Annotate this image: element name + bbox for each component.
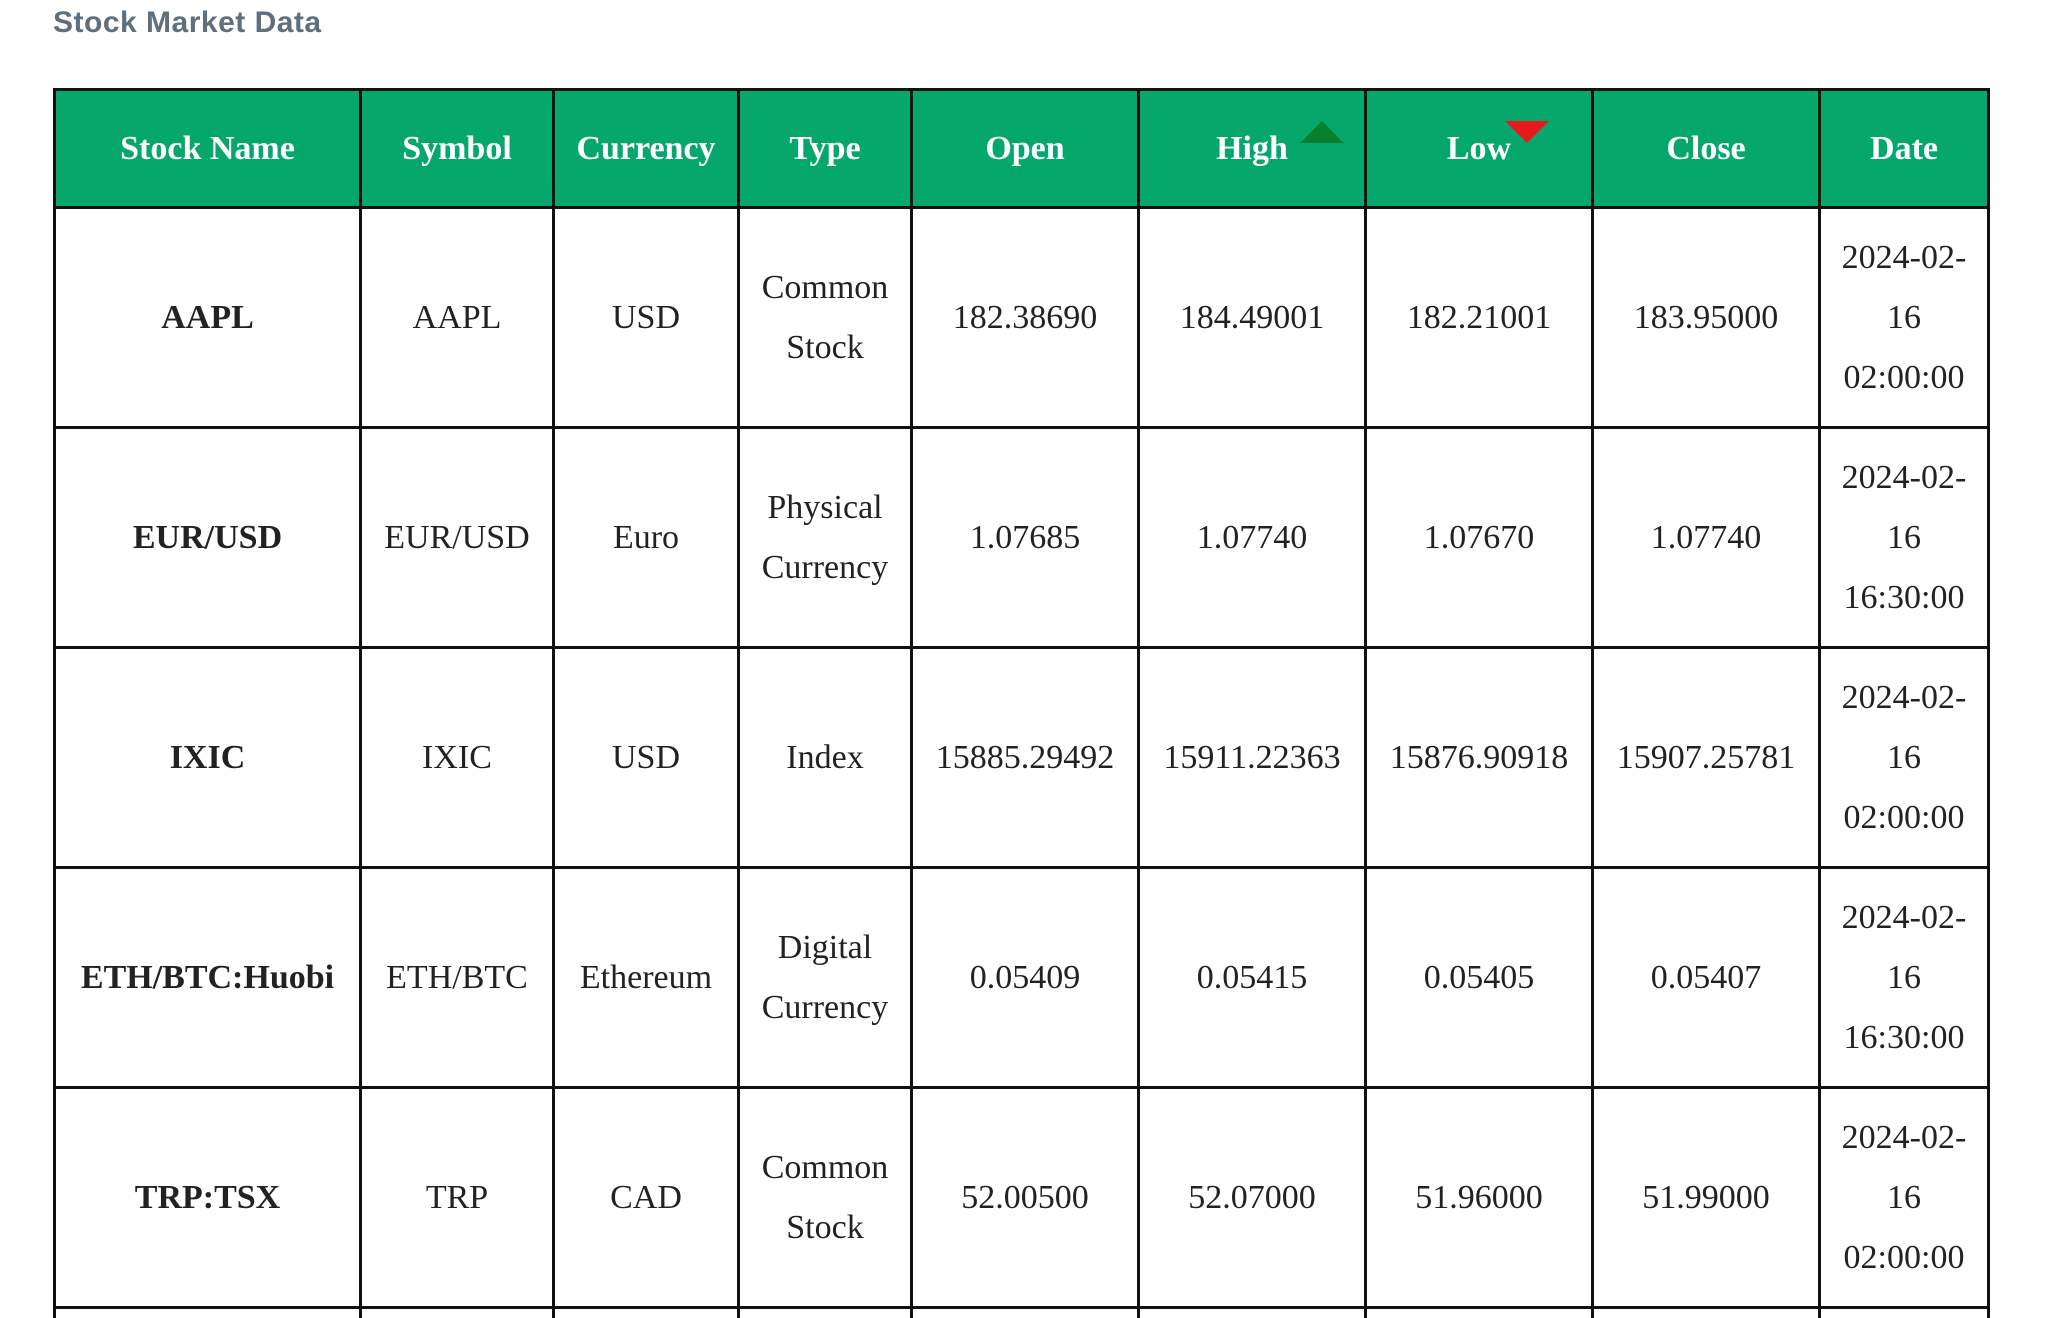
symbol-cell: EUR/USD (359, 426, 555, 649)
stock-name-cell: ETH/BTC:Huobi (53, 866, 362, 1089)
date-cell: 2024-02-16 02:00:00 (1818, 206, 1990, 429)
stock-name-cell: EUR/USD (53, 426, 362, 649)
sort-descending-icon[interactable] (1505, 121, 1549, 143)
currency-cell: Euro (552, 426, 740, 649)
high-cell: 0.05415 (1137, 866, 1367, 1089)
header-date[interactable]: Date (1818, 88, 1990, 209)
date-cell: 2024-02-16 02:00:00 (1818, 1086, 1990, 1309)
date-cell: 2024-02-16 16:30:00 (1818, 426, 1990, 649)
close-cell: 15907.25781 (1591, 646, 1821, 869)
close-cell: 1.07740 (1591, 426, 1821, 649)
open-cell: 1.07685 (910, 426, 1140, 649)
stock-table: Stock Name Symbol Currency Type Open Hig… (53, 88, 1990, 1318)
table-row: AAPL AAPL USD Common Stock 182.38690 184… (53, 206, 1990, 429)
empty-cell (1364, 1306, 1594, 1318)
high-cell: 15911.22363 (1137, 646, 1367, 869)
empty-cell (359, 1306, 555, 1318)
empty-cell (1137, 1306, 1367, 1318)
close-cell: 51.99000 (1591, 1086, 1821, 1309)
table-row: TRP:TSX TRP CAD Common Stock 52.00500 52… (53, 1086, 1990, 1309)
sort-ascending-icon[interactable] (1300, 121, 1344, 143)
header-high[interactable]: High (1137, 88, 1367, 209)
low-cell: 1.07670 (1364, 426, 1594, 649)
close-cell: 183.95000 (1591, 206, 1821, 429)
open-cell: 0.05409 (910, 866, 1140, 1089)
date-cell: 2024-02-16 02:00:00 (1818, 646, 1990, 869)
table-row: EUR/USD EUR/USD Euro Physical Currency 1… (53, 426, 1990, 649)
header-stock-name[interactable]: Stock Name (53, 88, 362, 209)
currency-cell: USD (552, 646, 740, 869)
date-cell: 2024-02-16 16:30:00 (1818, 866, 1990, 1089)
empty-cell (53, 1306, 362, 1318)
type-cell: Common Stock (737, 1086, 913, 1309)
header-row: Stock Name Symbol Currency Type Open Hig… (53, 88, 1990, 209)
high-cell: 52.07000 (1137, 1086, 1367, 1309)
currency-cell: Ethereum (552, 866, 740, 1089)
empty-cell (737, 1306, 913, 1318)
table-row: IXIC IXIC USD Index 15885.29492 15911.22… (53, 646, 1990, 869)
low-cell: 51.96000 (1364, 1086, 1594, 1309)
stock-name-cell: IXIC (53, 646, 362, 869)
currency-cell: USD (552, 206, 740, 429)
high-cell: 184.49001 (1137, 206, 1367, 429)
low-cell: 15876.90918 (1364, 646, 1594, 869)
high-cell: 1.07740 (1137, 426, 1367, 649)
empty-cell (910, 1306, 1140, 1318)
currency-cell: CAD (552, 1086, 740, 1309)
header-type[interactable]: Type (737, 88, 913, 209)
header-open[interactable]: Open (910, 88, 1140, 209)
type-cell: Index (737, 646, 913, 869)
symbol-cell: IXIC (359, 646, 555, 869)
header-close[interactable]: Close (1591, 88, 1821, 209)
table-row: ETH/BTC:Huobi ETH/BTC Ethereum Digital C… (53, 866, 1990, 1089)
table-row-partial (53, 1306, 1990, 1318)
type-cell: Common Stock (737, 206, 913, 429)
symbol-cell: TRP (359, 1086, 555, 1309)
open-cell: 52.00500 (910, 1086, 1140, 1309)
stock-name-cell: AAPL (53, 206, 362, 429)
empty-cell (1818, 1306, 1990, 1318)
symbol-cell: AAPL (359, 206, 555, 429)
page-title: Stock Market Data (53, 6, 322, 39)
close-cell: 0.05407 (1591, 866, 1821, 1089)
header-low[interactable]: Low (1364, 88, 1594, 209)
empty-cell (552, 1306, 740, 1318)
open-cell: 15885.29492 (910, 646, 1140, 869)
type-cell: Digital Currency (737, 866, 913, 1089)
header-currency[interactable]: Currency (552, 88, 740, 209)
low-cell: 0.05405 (1364, 866, 1594, 1089)
header-symbol[interactable]: Symbol (359, 88, 555, 209)
open-cell: 182.38690 (910, 206, 1140, 429)
low-cell: 182.21001 (1364, 206, 1594, 429)
empty-cell (1591, 1306, 1821, 1318)
stock-name-cell: TRP:TSX (53, 1086, 362, 1309)
type-cell: Physical Currency (737, 426, 913, 649)
symbol-cell: ETH/BTC (359, 866, 555, 1089)
